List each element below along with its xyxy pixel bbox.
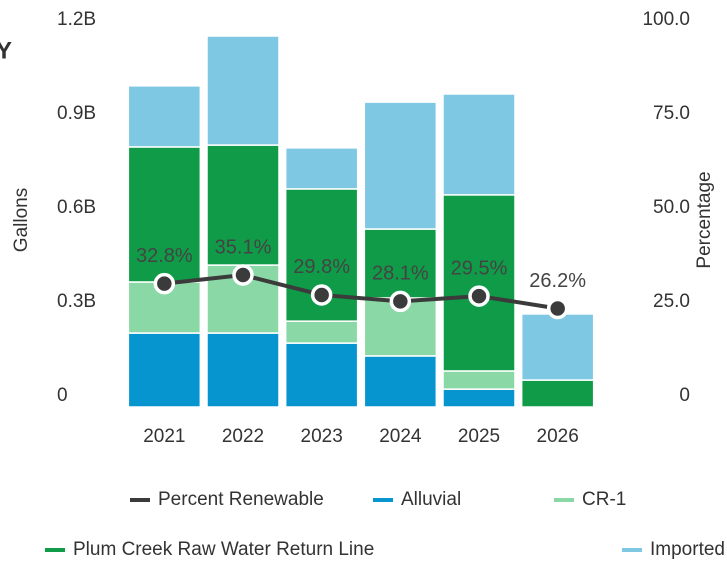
line-point — [310, 284, 333, 306]
line — [164, 272, 558, 311]
bar-segment — [520, 379, 595, 408]
x-tick-label: 2023 — [301, 426, 343, 447]
data-label: 26.2% — [529, 270, 586, 292]
y-tick-label: 0.6B — [57, 197, 96, 218]
bar-segment — [284, 342, 359, 408]
legend-label: Percent Renewable — [158, 489, 324, 510]
y2-tick-label: 50.0 — [653, 197, 690, 218]
bar-segment — [284, 147, 359, 190]
bar-segment — [127, 85, 202, 148]
y2-axis-label: Percentage — [694, 171, 715, 268]
bar-segment — [363, 355, 438, 408]
y2-tick-label: 75.0 — [653, 103, 690, 124]
line-point — [546, 297, 569, 320]
bar-segment — [284, 320, 359, 344]
bar-segment — [442, 194, 516, 372]
line-point — [468, 285, 490, 307]
data-label: 29.5% — [451, 257, 508, 279]
y-tick-label: 1.2B — [57, 9, 96, 30]
x-tick-label: 2024 — [379, 426, 422, 447]
bar-segment — [206, 35, 280, 146]
legend-label: CR-1 — [582, 489, 626, 510]
bar-segment — [127, 146, 202, 283]
x-tick-label: 2026 — [537, 426, 579, 447]
x-tick-label: 2022 — [222, 426, 264, 447]
data-label: 28.1% — [372, 263, 429, 285]
line-point — [389, 290, 412, 313]
bar-segment — [206, 332, 280, 408]
data-label: 35.1% — [215, 236, 272, 258]
y-tick-label: 0.9B — [57, 103, 96, 124]
bar-segment — [442, 93, 516, 196]
x-tick-label: 2021 — [143, 426, 185, 447]
legend-label: Imported — [650, 539, 725, 560]
y2-tick-label: 100.0 — [642, 9, 690, 30]
line-point — [153, 272, 176, 295]
y-tick-label: 0.3B — [57, 291, 96, 312]
data-label: 29.8% — [293, 256, 350, 278]
y-axis-label: Gallons — [11, 188, 32, 252]
y2-tick-label: 25.0 — [653, 291, 690, 312]
line-point — [232, 264, 254, 286]
bar-segment — [520, 313, 595, 381]
bar-segment — [442, 388, 516, 408]
legend-label: Plum Creek Raw Water Return Line — [73, 539, 374, 560]
legend-label: Alluvial — [401, 489, 461, 510]
data-label: 32.8% — [136, 245, 193, 267]
bar-segment — [206, 144, 280, 266]
bar-segment — [363, 101, 438, 230]
y2-tick-label: 0 — [679, 385, 690, 406]
bar-segment — [127, 332, 202, 408]
bar-segment — [442, 370, 516, 390]
x-tick-label: 2025 — [458, 426, 500, 447]
chart-title: Y — [0, 37, 12, 64]
y-tick-label: 0 — [57, 385, 68, 406]
